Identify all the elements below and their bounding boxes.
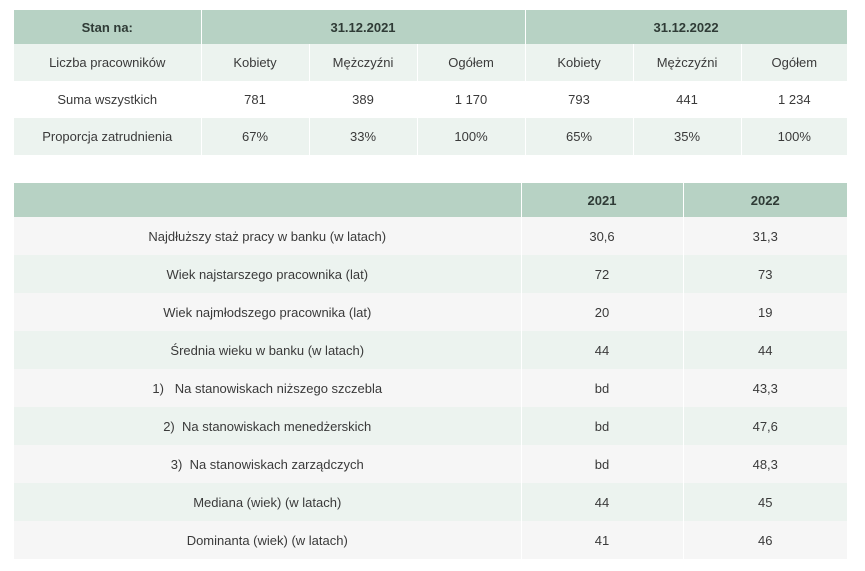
cell-value: 389 xyxy=(309,81,418,118)
row-label: Mediana (wiek) (w latach) xyxy=(14,483,522,521)
table-row: Dominanta (wiek) (w latach) 41 46 xyxy=(14,521,847,559)
cell-value: bd xyxy=(521,445,684,483)
cell-value: bd xyxy=(521,369,684,407)
col-women-2022: Kobiety xyxy=(525,44,634,81)
cell-value: 100% xyxy=(741,118,848,155)
date-2022-header: 31.12.2022 xyxy=(525,10,848,44)
col-men-2022: Mężczyźni xyxy=(633,44,742,81)
cell-value: 45 xyxy=(683,483,847,521)
age-stats-table: 2021 2022 Najdłuższy staż pracy w banku … xyxy=(14,183,847,559)
table-row: 3) Na stanowiskach zarządczych bd 48,3 xyxy=(14,445,847,483)
cell-value: 19 xyxy=(683,293,847,331)
col-year-2022: 2022 xyxy=(683,183,847,217)
col-women-2021: Kobiety xyxy=(201,44,310,81)
cell-value: 35% xyxy=(633,118,742,155)
cell-value: 31,3 xyxy=(683,217,847,255)
stan-na-label: Stan na: xyxy=(14,10,202,44)
cell-value: 33% xyxy=(309,118,418,155)
row-label: 2) Na stanowiskach menedżerskich xyxy=(14,407,522,445)
cell-value: 1 170 xyxy=(417,81,526,118)
cell-value: 43,3 xyxy=(683,369,847,407)
employee-count-label: Liczba pracowników xyxy=(14,44,202,81)
row-label: 1) Na stanowiskach niższego szczebla xyxy=(14,369,522,407)
table-row: Proporcja zatrudnienia 67% 33% 100% 65% … xyxy=(14,118,848,155)
col-men-2021: Mężczyźni xyxy=(309,44,418,81)
stats-header-row: 2021 2022 xyxy=(14,183,847,217)
cell-value: bd xyxy=(521,407,684,445)
row-label: Średnia wieku w banku (w latach) xyxy=(14,331,522,369)
cell-value: 73 xyxy=(683,255,847,293)
date-header-row: Stan na: 31.12.2021 31.12.2022 xyxy=(14,10,848,44)
row-label: Proporcja zatrudnienia xyxy=(14,118,202,155)
cell-value: 441 xyxy=(633,81,742,118)
cell-value: 20 xyxy=(521,293,684,331)
employees-table: Stan na: 31.12.2021 31.12.2022 Liczba pr… xyxy=(14,10,848,155)
row-label: Suma wszystkich xyxy=(14,81,202,118)
row-label: 3) Na stanowiskach zarządczych xyxy=(14,445,522,483)
cell-value: 793 xyxy=(525,81,634,118)
col-total-2021: Ogółem xyxy=(417,44,526,81)
cell-value: 67% xyxy=(201,118,310,155)
col-total-2022: Ogółem xyxy=(741,44,848,81)
table-row: Mediana (wiek) (w latach) 44 45 xyxy=(14,483,847,521)
date-2021-header: 31.12.2021 xyxy=(201,10,526,44)
cell-value: 100% xyxy=(417,118,526,155)
row-label: Najdłuższy staż pracy w banku (w latach) xyxy=(14,217,522,255)
cell-value: 781 xyxy=(201,81,310,118)
cell-value: 46 xyxy=(683,521,847,559)
cell-value: 65% xyxy=(525,118,634,155)
cell-value: 1 234 xyxy=(741,81,848,118)
cell-value: 48,3 xyxy=(683,445,847,483)
cell-value: 30,6 xyxy=(521,217,684,255)
table-row: 2) Na stanowiskach menedżerskich bd 47,6 xyxy=(14,407,847,445)
cell-value: 44 xyxy=(521,483,684,521)
table-row: Najdłuższy staż pracy w banku (w latach)… xyxy=(14,217,847,255)
cell-value: 44 xyxy=(683,331,847,369)
table-row: Wiek najstarszego pracownika (lat) 72 73 xyxy=(14,255,847,293)
row-label: Wiek najmłodszego pracownika (lat) xyxy=(14,293,522,331)
table-row: 1) Na stanowiskach niższego szczebla bd … xyxy=(14,369,847,407)
stats-header-label xyxy=(14,183,522,217)
cell-value: 47,6 xyxy=(683,407,847,445)
row-label: Dominanta (wiek) (w latach) xyxy=(14,521,522,559)
table-row: Średnia wieku w banku (w latach) 44 44 xyxy=(14,331,847,369)
cell-value: 72 xyxy=(521,255,684,293)
column-header-row: Liczba pracowników Kobiety Mężczyźni Ogó… xyxy=(14,44,848,81)
col-year-2021: 2021 xyxy=(521,183,684,217)
row-label: Wiek najstarszego pracownika (lat) xyxy=(14,255,522,293)
table-row: Suma wszystkich 781 389 1 170 793 441 1 … xyxy=(14,81,848,118)
cell-value: 41 xyxy=(521,521,684,559)
cell-value: 44 xyxy=(521,331,684,369)
table-row: Wiek najmłodszego pracownika (lat) 20 19 xyxy=(14,293,847,331)
